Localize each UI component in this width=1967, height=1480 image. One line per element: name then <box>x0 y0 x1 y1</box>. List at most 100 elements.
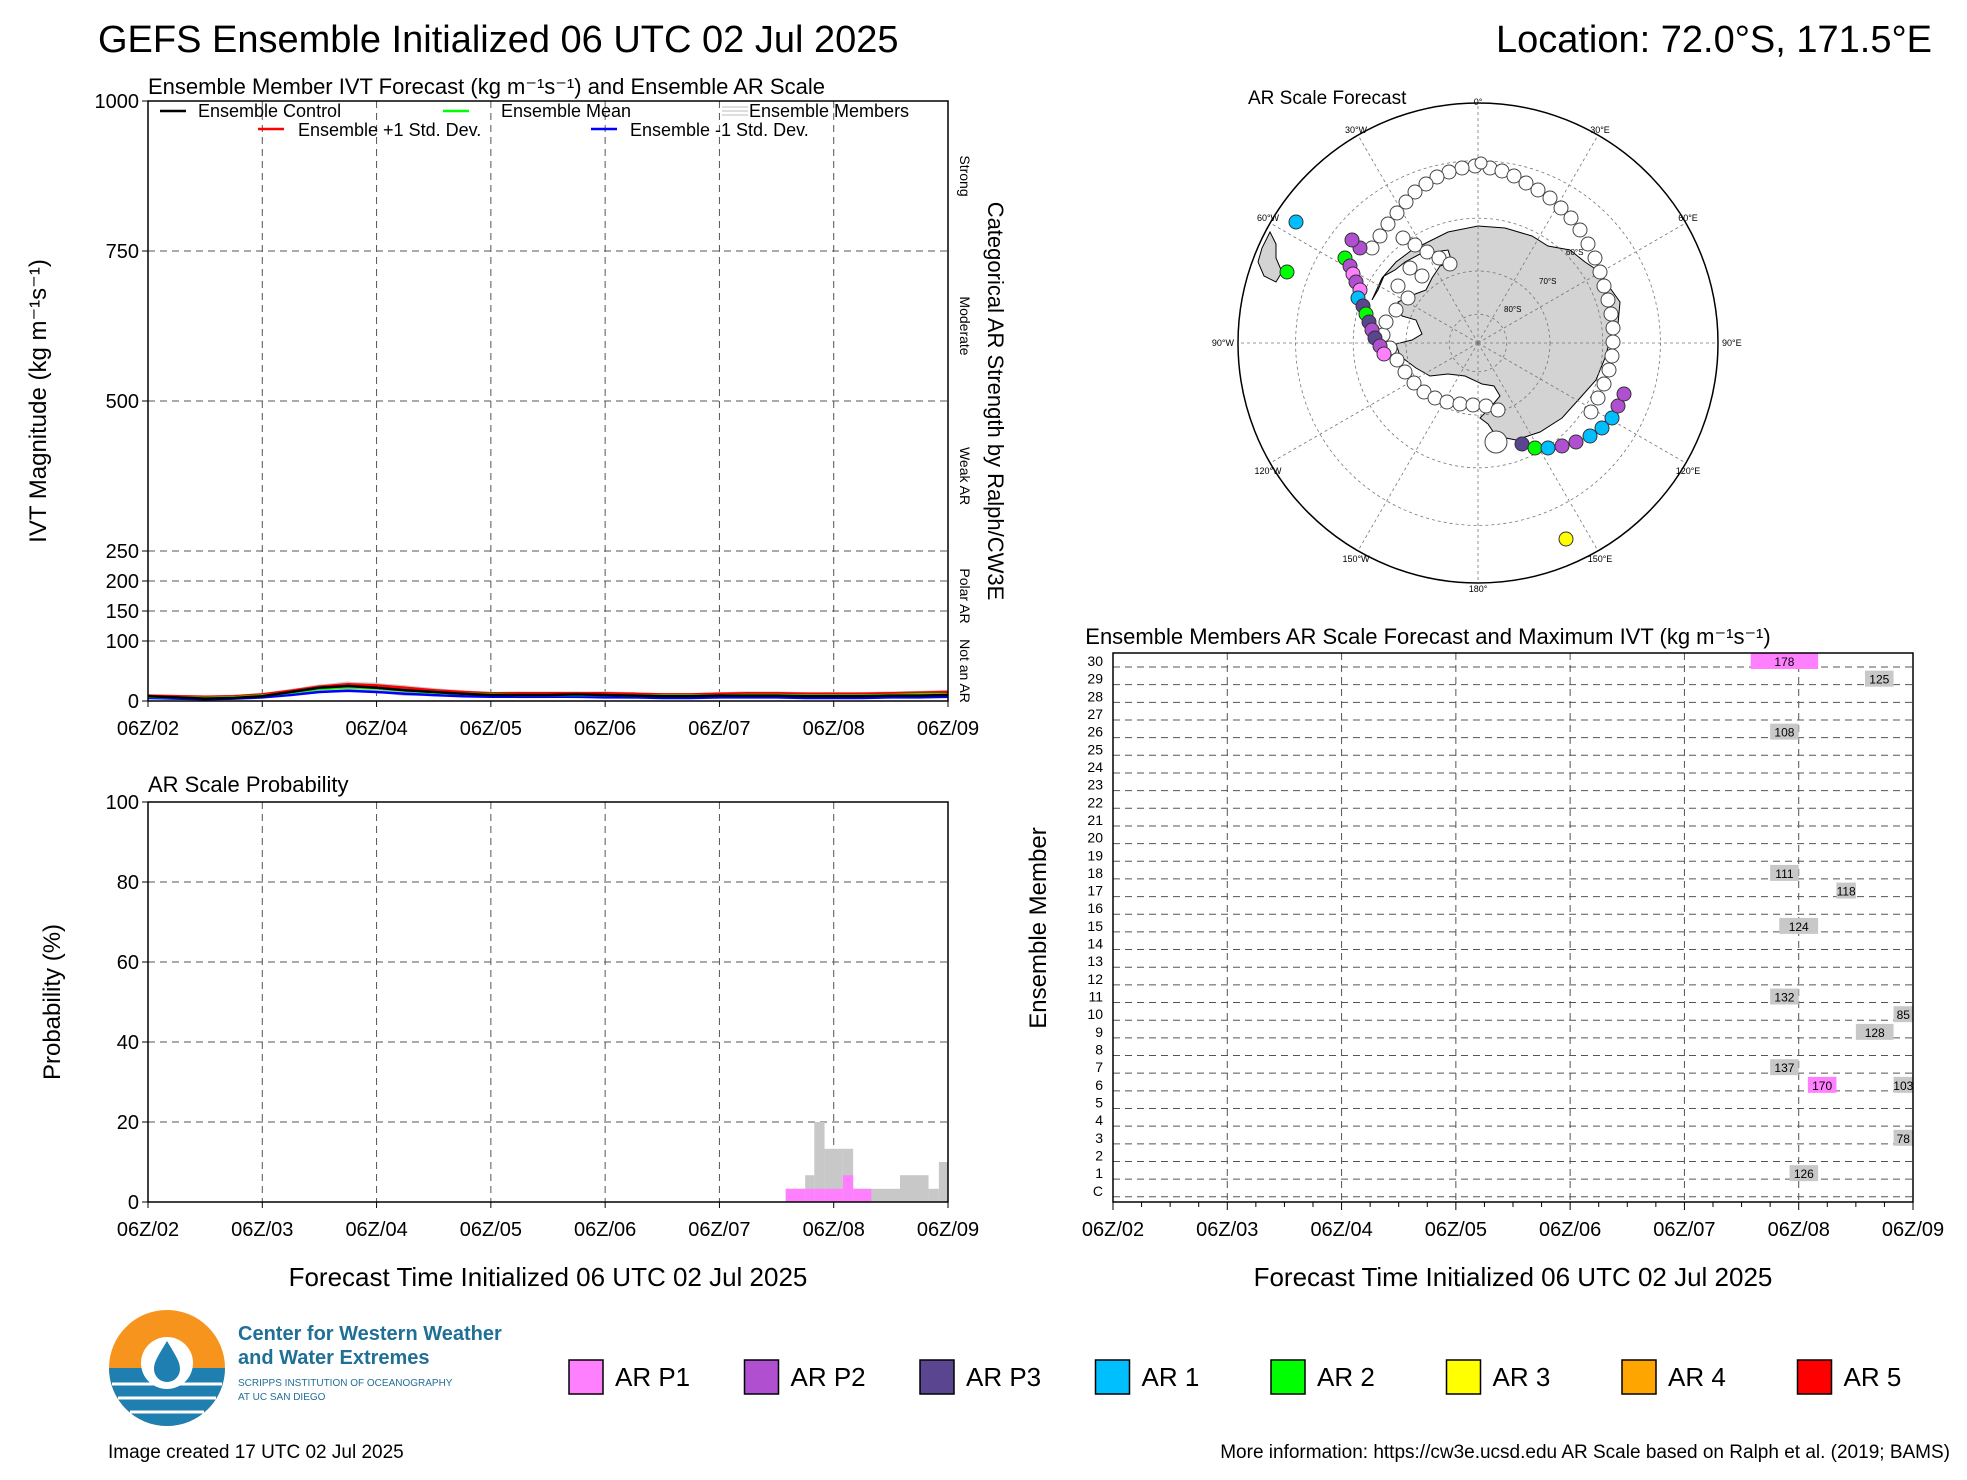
ivt-y-axis-label: IVT Magnitude (kg m⁻¹s⁻¹) <box>25 259 52 543</box>
map-point-not-ar <box>1592 264 1608 280</box>
map-point-not-ar <box>1596 376 1612 392</box>
prob-bar-not-ar <box>938 1162 948 1202</box>
member-ar-bars: 178 125 108 111 118 124 132 85 128 137 170 103 78 126 <box>1750 653 1914 1182</box>
lon-label-180: 180° <box>1469 584 1488 594</box>
member-max-ivt: 108 <box>1774 726 1794 740</box>
map-point-not-ar <box>1414 268 1430 284</box>
map-point-not-ar <box>1402 260 1418 276</box>
lon-label-90e: 90°E <box>1722 338 1742 348</box>
member-row-label: 11 <box>1088 989 1103 1005</box>
member-row-label: 10 <box>1087 1006 1103 1022</box>
legend-members-label: Ensemble Members <box>749 101 909 121</box>
ar-strength-categories: Strong Moderate Weak AR Polar AR Not an … <box>957 155 1008 703</box>
prob-bar-not-ar <box>805 1175 815 1202</box>
map-point-not-ar <box>1530 182 1546 198</box>
ivt-xtick-label: 06Z/08 <box>803 718 865 740</box>
map-point-not-ar <box>1490 402 1506 418</box>
lon-label-60e: 60°E <box>1678 213 1698 223</box>
member-bar <box>1855 1023 1894 1040</box>
prob-x-axis-label: Forecast Time Initialized 06 UTC 02 Jul … <box>289 1262 808 1292</box>
prob-ytick-label: 60 <box>117 952 139 974</box>
category-weak-ar: Weak AR <box>957 447 973 505</box>
member-max-ivt: 126 <box>1794 1167 1814 1181</box>
member-max-ivt: 128 <box>1865 1026 1885 1040</box>
map-point-not-ar <box>1380 216 1396 232</box>
ivt-y-axis: 0 100 150 200 250 500 750 1000 <box>95 91 148 713</box>
prob-xtick-label: 06Z/09 <box>917 1219 979 1241</box>
map-meridian <box>1269 342 1479 464</box>
map-point-ar-p3 <box>1514 436 1530 452</box>
member-bar <box>1893 1129 1913 1146</box>
prob-xtick-label: 06Z/06 <box>574 1219 636 1241</box>
prob-xtick-label: 06Z/03 <box>231 1219 293 1241</box>
map-point-not-ar <box>1439 394 1455 410</box>
map-point-ar-1 <box>1604 410 1620 426</box>
member-xtick-label: 06Z/07 <box>1653 1219 1715 1241</box>
ivt-ytick-label: 1000 <box>95 91 140 113</box>
prob-bar-ar-p1 <box>842 1175 854 1202</box>
map-point-not-ar <box>1587 250 1603 266</box>
member-max-ivt: 103 <box>1893 1079 1913 1093</box>
south-america-tip <box>1257 230 1283 283</box>
prob-bar-not-ar <box>814 1122 825 1202</box>
member-max-ivt: 124 <box>1789 920 1809 934</box>
map-meridian <box>1477 222 1687 344</box>
member-row-label: 21 <box>1087 812 1103 828</box>
map-point-not-ar <box>1389 352 1405 368</box>
member-row-label: 30 <box>1087 653 1103 669</box>
member-xtick-label: 06Z/04 <box>1310 1219 1372 1241</box>
map-point-not-ar <box>1398 194 1414 210</box>
member-x-axis-label: Forecast Time Initialized 06 UTC 02 Jul … <box>1254 1262 1773 1292</box>
map-point-ar-1 <box>1594 420 1610 436</box>
map-point-not-ar <box>1603 306 1619 322</box>
prob-bar-not-ar <box>871 1188 900 1202</box>
member-xtick-label: 06Z/06 <box>1539 1219 1601 1241</box>
map-point-not-ar <box>1407 237 1423 253</box>
member-row-label: C <box>1093 1183 1103 1199</box>
prob-y-axis: 0 20 40 60 80 100 <box>106 792 148 1214</box>
member-max-ivt: 111 <box>1775 867 1794 881</box>
legend-minus-std-label: Ensemble -1 Std. Dev. <box>630 120 809 140</box>
map-point-not-ar <box>1419 244 1435 260</box>
ivt-ytick-label: 150 <box>106 601 139 623</box>
map-latitude-circle <box>1448 313 1508 373</box>
legend-label-ar-4: AR 4 <box>1668 1362 1726 1392</box>
legend-label-ar-2: AR 2 <box>1317 1362 1375 1392</box>
member-row-label: 12 <box>1087 971 1103 987</box>
member-row-label: 5 <box>1095 1095 1103 1111</box>
ivt-ytick-label: 0 <box>128 691 139 713</box>
prob-plot-frame <box>147 801 949 1203</box>
member-max-ivt: 85 <box>1897 1008 1911 1022</box>
map-point-ar-2 <box>1279 264 1295 280</box>
legend-swatch-members <box>722 106 748 116</box>
member-row-label: 29 <box>1087 671 1103 687</box>
map-meridian <box>1477 342 1687 464</box>
legend-swatch-ar-4 <box>1621 1359 1657 1395</box>
map-point-not-ar <box>1506 168 1522 184</box>
cw3e-logo: Center for Western Weather and Water Ext… <box>109 1310 502 1426</box>
member-xtick-label: 06Z/02 <box>1082 1219 1144 1241</box>
member-row-label: 16 <box>1087 900 1103 916</box>
map-meridian <box>1269 222 1479 344</box>
map-point-ar-p1 <box>1376 346 1392 362</box>
member-row-label: 19 <box>1087 847 1103 863</box>
map-point-not-ar <box>1605 320 1621 336</box>
ivt-xtick-label: 06Z/07 <box>688 718 750 740</box>
image-created-label: Image created 17 UTC 02 Jul 2025 <box>108 1442 404 1463</box>
prob-xtick-label: 06Z/04 <box>345 1219 407 1241</box>
map-meridian <box>1477 134 1599 344</box>
legend-label-ar-1: AR 1 <box>1142 1362 1200 1392</box>
member-row-label: 3 <box>1095 1130 1103 1146</box>
map-latitude-circle <box>1352 217 1604 469</box>
prob-gridlines <box>148 802 948 1202</box>
member-xtick-label: 06Z/03 <box>1196 1219 1258 1241</box>
map-point-ar-p2 <box>1554 438 1570 454</box>
ivt-ytick-label: 750 <box>106 241 139 263</box>
prob-xtick-label: 06Z/05 <box>460 1219 522 1241</box>
ivt-xtick-label: 06Z/09 <box>917 718 979 740</box>
member-bar <box>1893 1006 1913 1023</box>
prob-panel-title: AR Scale Probability <box>148 772 349 797</box>
prob-ytick-label: 100 <box>106 792 139 814</box>
legend-label-ar-3: AR 3 <box>1493 1362 1551 1392</box>
